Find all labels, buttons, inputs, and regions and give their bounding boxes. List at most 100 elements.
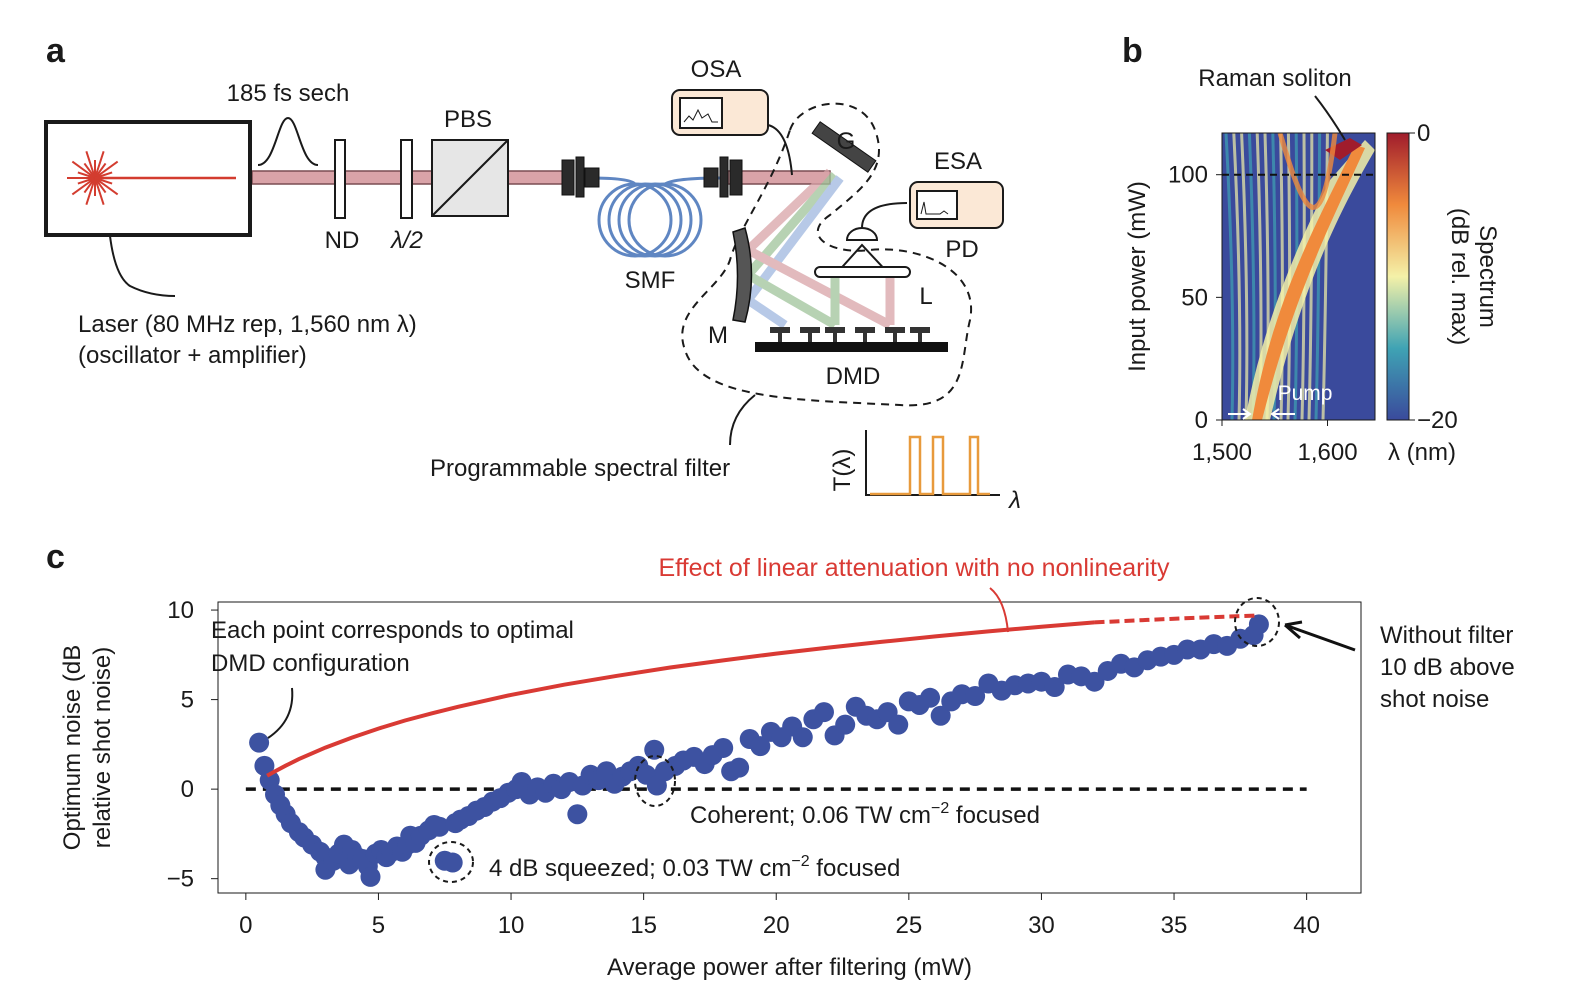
- y-tick-label: 0: [1195, 407, 1208, 434]
- osa-trace: [683, 108, 718, 123]
- annotation: shot noise: [1380, 686, 1489, 713]
- ray: [85, 177, 96, 205]
- dmd-pixels: [770, 327, 930, 342]
- pixel-post: [893, 333, 897, 342]
- fiber-coil: [589, 176, 721, 258]
- data-point: [965, 686, 986, 707]
- ray: [71, 160, 96, 179]
- ray: [94, 177, 119, 196]
- cable: [861, 202, 908, 229]
- pixel-post: [778, 333, 782, 342]
- y-axis-title: relative shot noise): [89, 647, 116, 848]
- data-point: [1044, 677, 1065, 698]
- lens: [814, 266, 911, 278]
- fiber-connector: [561, 156, 743, 198]
- colorbar-title: Spectrum: [1474, 225, 1501, 328]
- ray: [94, 160, 119, 179]
- data-point: [567, 804, 588, 825]
- annotation: DMD configuration: [211, 650, 410, 677]
- label: PD: [945, 236, 978, 263]
- x-tick-label: 40: [1293, 912, 1320, 939]
- x-tick-label: 25: [895, 912, 922, 939]
- label: SMF: [625, 267, 676, 294]
- pixel: [800, 327, 820, 333]
- pixel: [825, 327, 845, 333]
- soliton-band: [1252, 145, 1365, 420]
- data-point: [713, 737, 734, 758]
- highlight-ring: [1234, 597, 1280, 647]
- leader: [767, 124, 793, 176]
- label: DMD: [826, 363, 881, 390]
- pixel-post: [808, 333, 812, 342]
- y-axis-title: Optimum noise (dB: [59, 645, 86, 850]
- colorbar-title: (dB rel. max): [1446, 208, 1473, 345]
- annotation: Raman soliton: [1198, 65, 1351, 92]
- data-point: [792, 727, 813, 748]
- label: G: [837, 128, 856, 155]
- streak: [1240, 133, 1249, 420]
- data-point: [750, 736, 771, 757]
- y-tick-label: −5: [167, 866, 194, 893]
- y-tick-label: 0: [181, 776, 194, 803]
- data-point: [920, 687, 941, 708]
- annotation: 10 dB above: [1380, 654, 1515, 681]
- label: Programmable spectral filter: [430, 455, 730, 482]
- annotation: Each point corresponds to optimal: [211, 617, 574, 644]
- panel-b: b 0 50 100 1,500 1,600 Input power (mW) λ (nm)…: [1122, 32, 1501, 466]
- label: Laser (80 MHz rep, 1,560 nm λ): [78, 311, 417, 338]
- data-point: [930, 705, 951, 726]
- pixel-post: [918, 333, 922, 342]
- annotation-leader: [989, 587, 1009, 633]
- x-tick-label: 20: [763, 912, 790, 939]
- x-tick-label: 15: [630, 912, 657, 939]
- pixel: [770, 327, 790, 333]
- pixel: [855, 327, 875, 333]
- label: ND: [325, 227, 360, 254]
- leader: [729, 394, 756, 446]
- x-tick-label: 1,500: [1192, 439, 1252, 466]
- pixel-post: [863, 333, 867, 342]
- x-tick-label: 1,600: [1297, 439, 1357, 466]
- annotation: 4 dB squeezed; 0.03 TW cm−2 focused: [489, 853, 900, 882]
- label: (oscillator + amplifier): [78, 342, 307, 369]
- plot-frame: [1221, 132, 1376, 421]
- panel-label: c: [46, 538, 65, 576]
- annotation: Coherent; 0.06 TW cm−2 focused: [690, 800, 1040, 829]
- data-point: [360, 866, 381, 887]
- x-tick-label: 35: [1161, 912, 1188, 939]
- panel-c: c −5 0 5 10 0 5 10 15 20 25 30 35 40 Average power af…: [46, 538, 1515, 981]
- data-point: [644, 739, 665, 760]
- data-point: [429, 816, 450, 837]
- y-axis-title: Input power (mW): [1124, 181, 1151, 372]
- label: ESA: [934, 148, 982, 175]
- annotation-leader: [1314, 95, 1346, 141]
- curve: [266, 620, 1095, 778]
- x-axis-title: Average power after filtering (mW): [607, 954, 972, 981]
- x-tick-label: 10: [498, 912, 525, 939]
- pixel-post: [833, 333, 837, 342]
- pump-arrows: [1228, 408, 1295, 420]
- pixel: [910, 327, 930, 333]
- ray: [85, 151, 96, 179]
- leader: [109, 235, 176, 297]
- data-point: [835, 714, 856, 735]
- annotation-leader: [267, 687, 294, 739]
- pulse-icon: [257, 116, 319, 166]
- annotation-part: focused: [810, 855, 901, 882]
- data-point: [442, 852, 463, 873]
- data-point: [729, 757, 750, 778]
- curve: [1094, 613, 1259, 625]
- y-tick-label: 50: [1181, 284, 1208, 311]
- data-point: [813, 702, 834, 723]
- heatmap-image: [1222, 133, 1375, 420]
- label: λ/2: [389, 227, 423, 254]
- panel-label: a: [46, 32, 66, 70]
- label: PBS: [444, 106, 492, 133]
- waveplate: [400, 139, 413, 219]
- annotation-part: −2: [931, 800, 949, 817]
- y-tick-label: 10: [167, 597, 194, 624]
- annotation-arrow: [1284, 620, 1356, 652]
- highlight-ring: [428, 841, 474, 883]
- colorbar: [1386, 132, 1410, 421]
